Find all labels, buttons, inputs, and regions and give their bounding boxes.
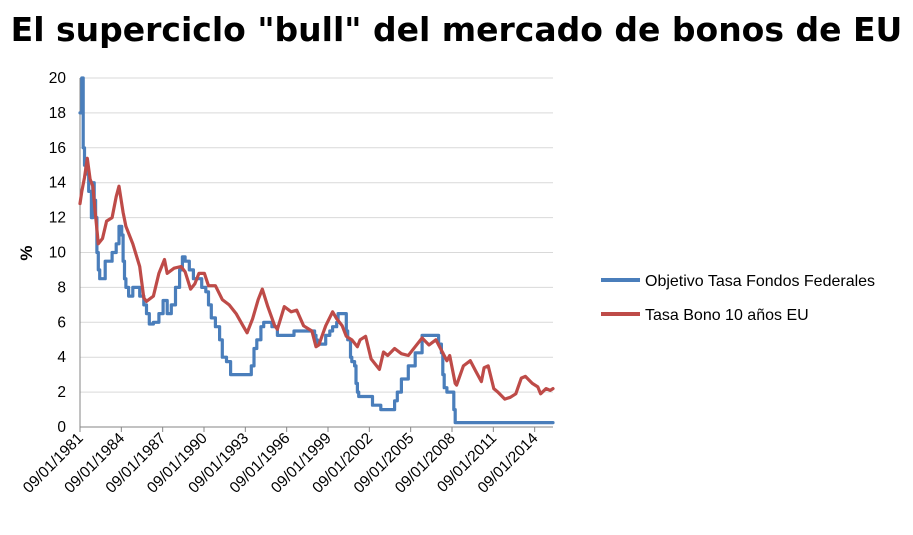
y-tick-label: 2 bbox=[57, 384, 66, 401]
series-lines bbox=[78, 76, 555, 425]
y-tick-label: 14 bbox=[49, 175, 67, 192]
y-tick-label: 6 bbox=[57, 314, 66, 331]
y-tick-label: 4 bbox=[57, 349, 66, 366]
y-tick-label: 8 bbox=[57, 279, 66, 296]
y-tick-label: 12 bbox=[49, 210, 66, 227]
y-tick-label: 0 bbox=[57, 419, 66, 436]
y-axis-title: % bbox=[17, 245, 36, 260]
y-tick-labels: 0 2 4 6 8 10 12 14 16 18 20 bbox=[49, 70, 67, 436]
y-tick-label: 16 bbox=[49, 140, 66, 157]
legend: Objetivo Tasa Fondos Federales Tasa Bono… bbox=[601, 273, 875, 324]
axes bbox=[79, 78, 553, 432]
x-tick-labels: 09/01/198109/01/198409/01/198709/01/1990… bbox=[20, 430, 542, 497]
series-line-10y-bond bbox=[78, 156, 555, 401]
legend-label-bond: Tasa Bono 10 años EU bbox=[645, 307, 809, 324]
y-tick-label: 18 bbox=[49, 105, 66, 122]
legend-label-fed: Objetivo Tasa Fondos Federales bbox=[645, 273, 875, 290]
y-tick-label: 10 bbox=[49, 245, 67, 262]
chart-title: El superciclo "bull" del mercado de bono… bbox=[10, 10, 903, 49]
series-line-fed-funds bbox=[78, 76, 555, 425]
y-tick-label: 20 bbox=[49, 70, 67, 87]
